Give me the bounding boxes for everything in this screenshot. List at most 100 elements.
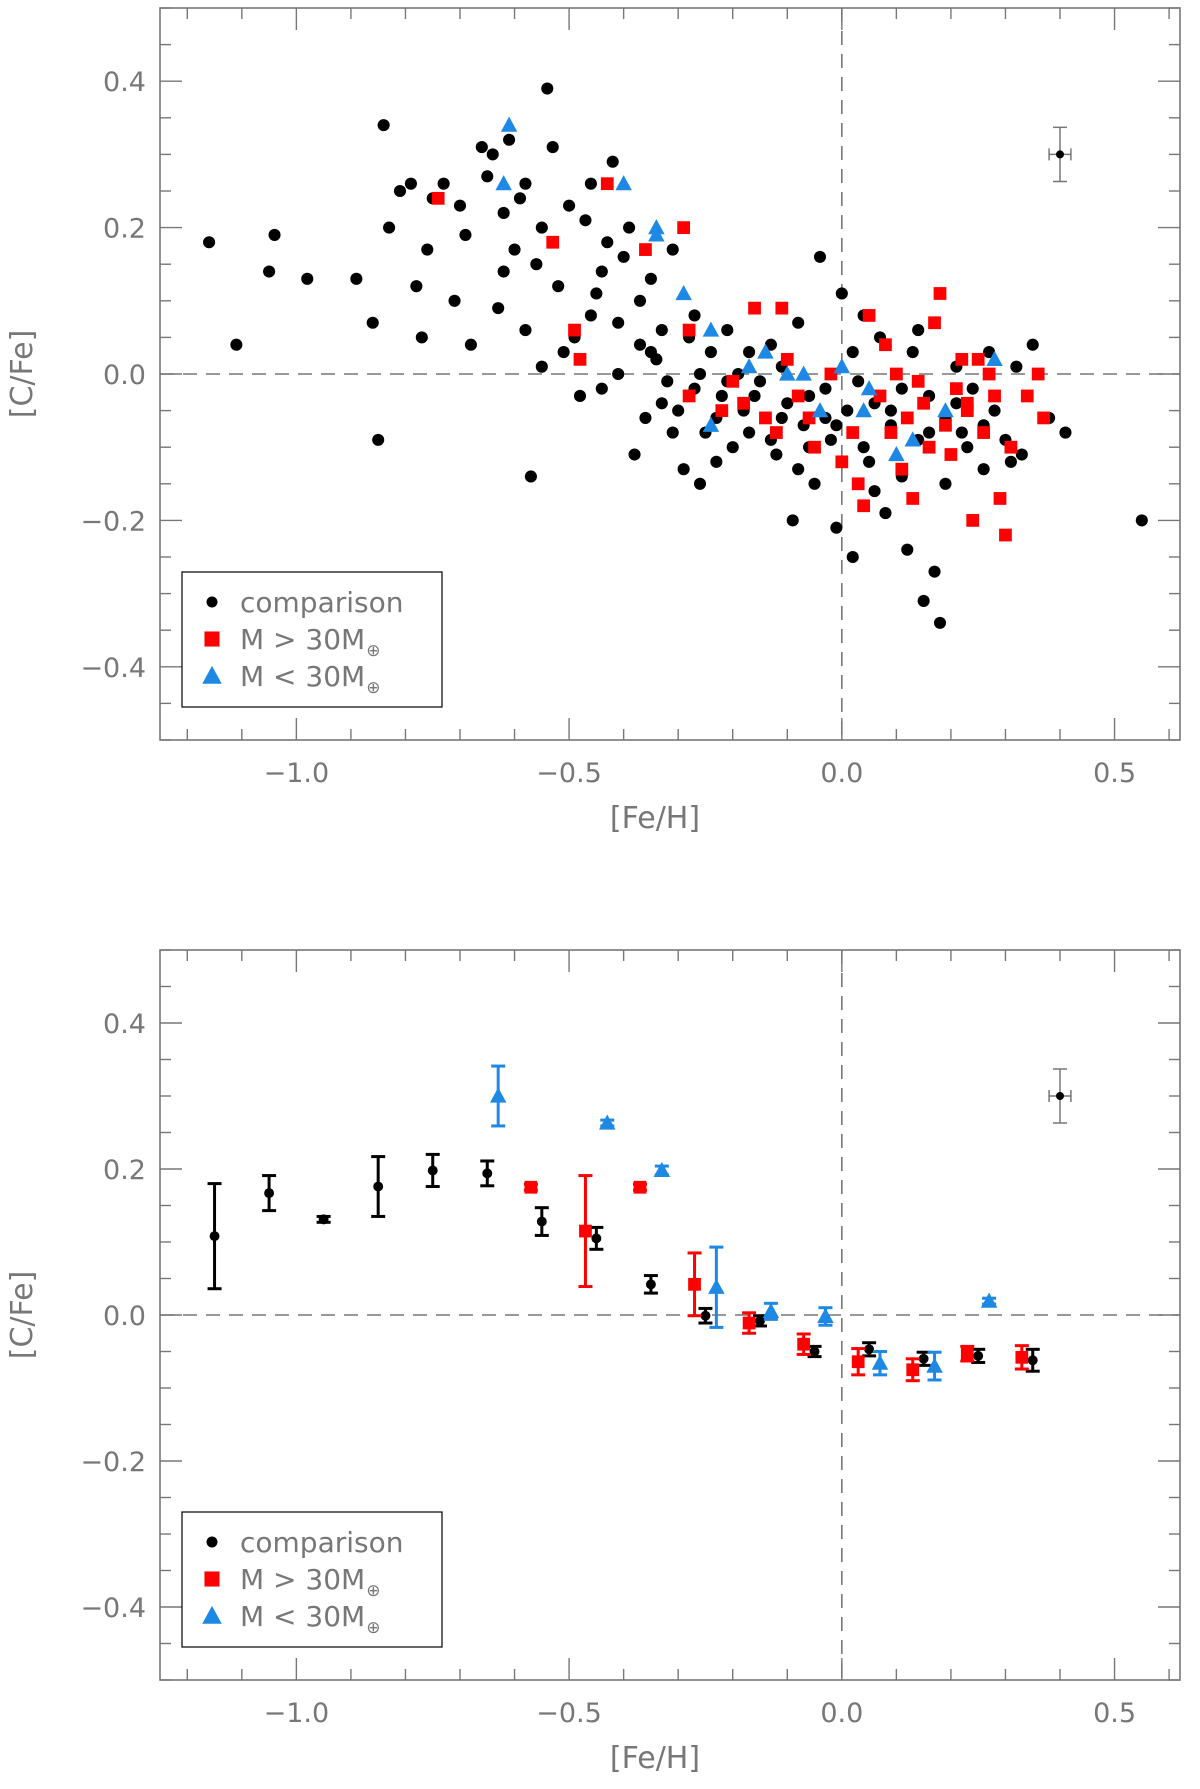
data-point bbox=[781, 397, 794, 410]
legend-label: comparison bbox=[240, 586, 404, 619]
data-point bbox=[939, 418, 952, 432]
data-point bbox=[595, 382, 608, 395]
data-point bbox=[851, 477, 865, 491]
data-point bbox=[644, 272, 657, 285]
data-point bbox=[682, 389, 696, 403]
data-point bbox=[645, 1279, 656, 1290]
data-point bbox=[980, 1292, 998, 1308]
data-point bbox=[884, 404, 897, 417]
data-point bbox=[633, 294, 647, 307]
data-point bbox=[675, 284, 692, 301]
y-tick-label: 0.2 bbox=[103, 214, 146, 245]
data-point bbox=[617, 250, 630, 263]
data-point bbox=[740, 358, 758, 374]
data-point bbox=[1027, 1355, 1038, 1366]
data-point bbox=[973, 1350, 984, 1361]
legend-marker-circle bbox=[206, 596, 218, 608]
data-point bbox=[912, 324, 925, 337]
data-point bbox=[350, 272, 363, 285]
data-point bbox=[421, 243, 434, 256]
data-point bbox=[846, 345, 859, 359]
data-point bbox=[977, 463, 990, 476]
data-point bbox=[601, 236, 614, 249]
data-point bbox=[492, 302, 505, 315]
data-point bbox=[383, 221, 396, 234]
data-point bbox=[983, 345, 996, 359]
data-point bbox=[1015, 1350, 1029, 1364]
data-point bbox=[769, 426, 783, 439]
data-point bbox=[944, 448, 958, 461]
data-point bbox=[497, 265, 510, 278]
data-point bbox=[824, 367, 838, 381]
data-point bbox=[590, 287, 603, 300]
y-axis-title: [C/Fe] bbox=[5, 330, 40, 419]
data-point bbox=[937, 402, 954, 418]
data-point bbox=[393, 184, 407, 198]
data-point bbox=[693, 367, 707, 381]
x-axis-title: [Fe/H] bbox=[610, 801, 700, 836]
data-point bbox=[453, 199, 467, 212]
data-point bbox=[372, 433, 385, 446]
data-point bbox=[612, 316, 625, 329]
data-point bbox=[1010, 360, 1023, 373]
data-point bbox=[1004, 455, 1017, 468]
data-point bbox=[1004, 440, 1018, 454]
data-point bbox=[700, 1310, 711, 1321]
data-point bbox=[721, 324, 734, 337]
data-point bbox=[464, 338, 477, 351]
legend-marker-square bbox=[204, 631, 220, 647]
data-point bbox=[949, 382, 963, 396]
data-point bbox=[928, 565, 941, 578]
data-point bbox=[906, 345, 919, 359]
data-point bbox=[926, 1357, 943, 1373]
data-point bbox=[536, 1216, 547, 1227]
data-point bbox=[868, 485, 881, 498]
data-point bbox=[584, 177, 597, 190]
data-point bbox=[900, 411, 914, 425]
typical-error-symbol bbox=[1048, 126, 1072, 183]
data-point bbox=[410, 280, 423, 293]
earth-symbol: ⊕ bbox=[366, 1581, 380, 1601]
legend-label: M > 30M bbox=[240, 1563, 365, 1596]
data-point bbox=[519, 324, 532, 337]
x-tick-label: −1.0 bbox=[264, 758, 330, 789]
legend-marker-circle bbox=[206, 1536, 218, 1548]
data-point bbox=[535, 221, 548, 234]
earth-symbol: ⊕ bbox=[366, 641, 380, 661]
data-point bbox=[917, 396, 931, 410]
y-axis-title: [C/Fe] bbox=[5, 1271, 40, 1360]
data-point bbox=[623, 221, 636, 234]
data-point bbox=[497, 206, 510, 220]
data-point bbox=[871, 1354, 889, 1370]
data-point bbox=[500, 116, 518, 132]
data-point bbox=[906, 492, 920, 505]
data-point bbox=[888, 445, 905, 462]
data-point bbox=[808, 477, 821, 490]
data-point bbox=[710, 455, 723, 468]
y-tick-label: −0.2 bbox=[80, 506, 146, 537]
data-point bbox=[633, 338, 647, 351]
x-tick-label: −1.0 bbox=[264, 1698, 330, 1729]
data-point bbox=[459, 228, 472, 241]
series-square bbox=[431, 177, 1051, 542]
data-point bbox=[268, 228, 281, 241]
data-point bbox=[986, 350, 1003, 366]
data-point bbox=[757, 343, 774, 359]
data-point bbox=[661, 375, 674, 388]
data-point bbox=[852, 375, 865, 388]
data-point bbox=[524, 470, 537, 483]
data-point bbox=[1135, 514, 1148, 527]
data-point bbox=[895, 382, 908, 395]
data-point bbox=[835, 287, 848, 300]
series-triangle bbox=[495, 116, 1003, 462]
data-point bbox=[579, 214, 592, 227]
data-point bbox=[960, 1347, 974, 1361]
data-point bbox=[884, 426, 898, 439]
legend-box bbox=[181, 1511, 443, 1648]
data-point bbox=[704, 345, 717, 359]
data-point bbox=[415, 331, 428, 344]
data-point bbox=[792, 316, 805, 329]
y-tick-label: −0.2 bbox=[80, 1447, 146, 1478]
data-point bbox=[802, 411, 816, 425]
